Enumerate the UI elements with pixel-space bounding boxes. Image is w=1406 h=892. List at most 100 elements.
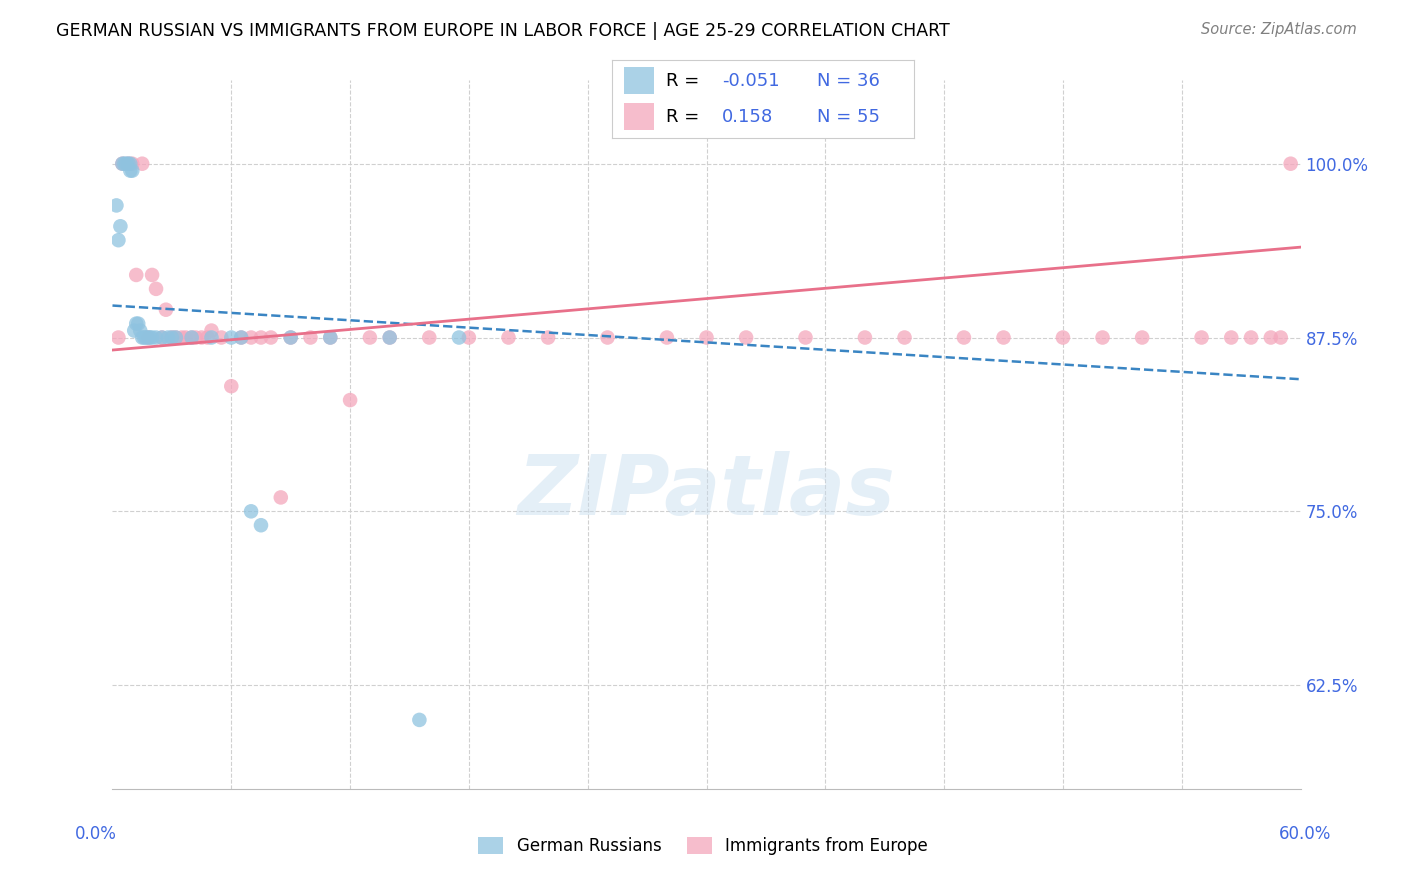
Point <box>853 330 876 344</box>
Point <box>180 330 202 344</box>
Point <box>319 330 342 344</box>
Point <box>270 491 292 505</box>
Point <box>160 330 183 344</box>
Point <box>125 268 148 282</box>
Text: R =: R = <box>666 72 704 90</box>
Text: Source: ZipAtlas.com: Source: ZipAtlas.com <box>1201 22 1357 37</box>
Text: R =: R = <box>666 108 704 126</box>
Point <box>893 330 915 344</box>
Point <box>655 330 678 344</box>
Point <box>231 330 253 344</box>
Point <box>219 379 242 393</box>
Point <box>141 330 163 344</box>
Point <box>408 713 430 727</box>
Bar <box>624 67 654 95</box>
Point <box>139 330 162 344</box>
Point <box>155 302 177 317</box>
Point <box>240 504 263 518</box>
Point <box>200 324 222 338</box>
Point <box>1130 330 1153 344</box>
Point <box>200 330 222 344</box>
Point <box>378 330 401 344</box>
Point <box>115 157 138 171</box>
Point <box>111 157 134 171</box>
Point <box>110 219 132 234</box>
Point <box>121 163 143 178</box>
Point <box>447 330 470 344</box>
Point <box>280 330 302 344</box>
Point <box>250 330 273 344</box>
Point <box>107 233 129 247</box>
Point <box>150 330 173 344</box>
Point <box>145 330 167 344</box>
Point <box>112 157 135 171</box>
Point <box>359 330 381 344</box>
Text: N = 55: N = 55 <box>817 108 880 126</box>
Point <box>165 330 187 344</box>
Point <box>121 157 143 171</box>
Point <box>180 330 202 344</box>
Point <box>105 198 128 212</box>
Point <box>596 330 619 344</box>
Point <box>418 330 440 344</box>
Point <box>184 330 207 344</box>
Point <box>190 330 212 344</box>
Point <box>117 157 139 171</box>
Point <box>1091 330 1114 344</box>
Point <box>378 330 401 344</box>
Point <box>231 330 253 344</box>
Point <box>1270 330 1292 344</box>
Point <box>122 324 145 338</box>
Text: N = 36: N = 36 <box>817 72 880 90</box>
Point <box>156 330 179 344</box>
Point <box>165 330 187 344</box>
Point <box>458 330 481 344</box>
Point <box>131 157 153 171</box>
Point <box>339 393 361 408</box>
Point <box>319 330 342 344</box>
Point <box>170 330 193 344</box>
Point <box>136 330 159 344</box>
Point <box>174 330 197 344</box>
Point <box>160 330 183 344</box>
Point <box>993 330 1015 344</box>
Text: 0.158: 0.158 <box>721 108 773 126</box>
Point <box>131 330 153 344</box>
Point <box>1260 330 1282 344</box>
Point <box>794 330 817 344</box>
Point <box>498 330 520 344</box>
Point <box>299 330 322 344</box>
Point <box>129 324 152 338</box>
Point <box>120 163 142 178</box>
Point <box>280 330 302 344</box>
Point <box>136 330 159 344</box>
Point <box>125 317 148 331</box>
Point <box>537 330 560 344</box>
Point <box>240 330 263 344</box>
Point <box>1052 330 1074 344</box>
Point <box>145 282 167 296</box>
Point <box>111 157 134 171</box>
Text: 0.0%: 0.0% <box>75 825 117 843</box>
Point <box>696 330 718 344</box>
Point <box>260 330 283 344</box>
Point <box>134 330 156 344</box>
Text: ZIPatlas: ZIPatlas <box>517 451 896 533</box>
Point <box>953 330 976 344</box>
Point <box>209 330 232 344</box>
Point <box>150 330 173 344</box>
Point <box>120 157 142 171</box>
Text: -0.051: -0.051 <box>721 72 779 90</box>
Point <box>1279 157 1302 171</box>
Point <box>117 157 139 171</box>
Point <box>1191 330 1213 344</box>
Text: GERMAN RUSSIAN VS IMMIGRANTS FROM EUROPE IN LABOR FORCE | AGE 25-29 CORRELATION : GERMAN RUSSIAN VS IMMIGRANTS FROM EUROPE… <box>56 22 950 40</box>
Point <box>141 268 163 282</box>
Legend: German Russians, Immigrants from Europe: German Russians, Immigrants from Europe <box>472 830 934 862</box>
Point <box>1220 330 1243 344</box>
Point <box>219 330 242 344</box>
Point <box>107 330 129 344</box>
Point <box>250 518 273 533</box>
Point <box>735 330 758 344</box>
Point <box>197 330 219 344</box>
